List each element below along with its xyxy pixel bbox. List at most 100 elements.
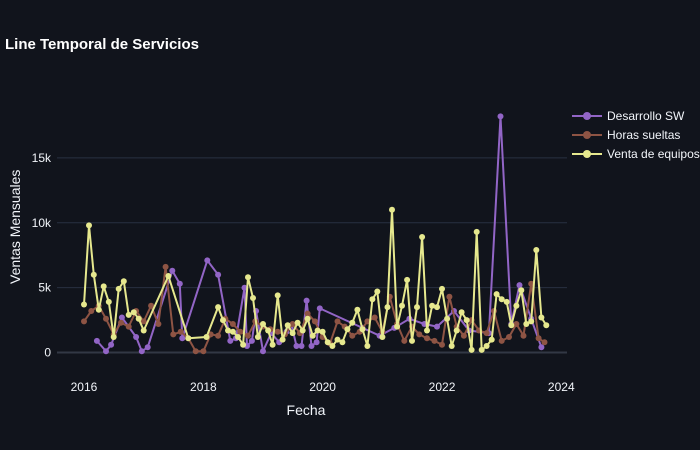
- data-point[interactable]: [294, 319, 301, 326]
- data-point[interactable]: [316, 305, 323, 312]
- data-point[interactable]: [463, 317, 470, 324]
- data-point[interactable]: [229, 321, 236, 327]
- data-point[interactable]: [460, 332, 467, 339]
- legend-item-venta-de-equipos[interactable]: Venta de equipos: [572, 144, 700, 163]
- data-point[interactable]: [118, 319, 124, 326]
- data-point[interactable]: [384, 304, 391, 311]
- data-point[interactable]: [453, 327, 460, 334]
- data-point[interactable]: [506, 334, 512, 340]
- data-point[interactable]: [478, 346, 485, 353]
- data-point[interactable]: [299, 327, 306, 334]
- data-point[interactable]: [220, 317, 226, 324]
- data-point[interactable]: [81, 301, 87, 308]
- data-point[interactable]: [439, 341, 445, 348]
- data-point[interactable]: [313, 339, 320, 346]
- data-point[interactable]: [229, 328, 236, 335]
- data-point[interactable]: [308, 343, 315, 349]
- data-point[interactable]: [245, 274, 251, 281]
- data-point[interactable]: [419, 234, 426, 240]
- data-point[interactable]: [329, 343, 336, 349]
- legend-item-desarrollo-sw[interactable]: Desarrollo SW: [572, 106, 700, 125]
- data-point[interactable]: [162, 263, 169, 270]
- data-point[interactable]: [424, 335, 430, 342]
- data-point[interactable]: [103, 348, 109, 355]
- data-point[interactable]: [155, 321, 162, 327]
- data-point[interactable]: [444, 315, 451, 322]
- data-point[interactable]: [170, 331, 177, 338]
- data-point[interactable]: [227, 337, 234, 344]
- data-point[interactable]: [503, 298, 510, 305]
- data-point[interactable]: [245, 332, 251, 339]
- data-point[interactable]: [203, 334, 210, 340]
- data-point[interactable]: [458, 309, 465, 316]
- data-point[interactable]: [274, 292, 281, 299]
- data-point[interactable]: [110, 334, 117, 340]
- data-point[interactable]: [354, 306, 361, 313]
- data-point[interactable]: [204, 257, 211, 264]
- data-point[interactable]: [130, 309, 137, 316]
- data-point[interactable]: [334, 318, 341, 325]
- data-point[interactable]: [118, 314, 125, 321]
- data-point[interactable]: [424, 327, 430, 334]
- data-point[interactable]: [144, 344, 151, 351]
- data-point[interactable]: [483, 330, 490, 337]
- data-point[interactable]: [284, 322, 291, 329]
- data-point[interactable]: [314, 327, 321, 334]
- data-point[interactable]: [483, 343, 490, 349]
- data-point[interactable]: [533, 247, 540, 253]
- legend[interactable]: Desarrollo SW Horas sueltas Venta de equip…: [572, 106, 700, 163]
- data-point[interactable]: [528, 280, 535, 287]
- data-point[interactable]: [374, 288, 381, 295]
- data-point[interactable]: [401, 337, 408, 344]
- data-point[interactable]: [513, 321, 520, 327]
- data-point[interactable]: [105, 298, 112, 305]
- data-point[interactable]: [538, 314, 545, 321]
- data-point[interactable]: [289, 321, 296, 327]
- data-point[interactable]: [235, 334, 241, 340]
- data-point[interactable]: [518, 287, 525, 294]
- data-point[interactable]: [309, 332, 316, 339]
- data-point[interactable]: [446, 293, 453, 300]
- data-point[interactable]: [473, 228, 480, 235]
- data-point[interactable]: [135, 315, 142, 322]
- data-point[interactable]: [192, 348, 199, 355]
- data-point[interactable]: [516, 282, 523, 289]
- data-point[interactable]: [138, 348, 145, 355]
- data-point[interactable]: [86, 222, 92, 229]
- data-point[interactable]: [240, 341, 247, 348]
- data-point[interactable]: [394, 323, 401, 330]
- data-point[interactable]: [349, 332, 356, 339]
- data-point[interactable]: [304, 310, 311, 317]
- data-point[interactable]: [179, 335, 186, 342]
- legend-item-horas-sueltas[interactable]: Horas sueltas: [572, 125, 700, 144]
- data-point[interactable]: [265, 327, 272, 334]
- data-point[interactable]: [254, 334, 261, 340]
- data-point[interactable]: [298, 343, 305, 349]
- data-point[interactable]: [260, 348, 266, 355]
- data-point[interactable]: [225, 327, 231, 334]
- data-point[interactable]: [311, 318, 318, 325]
- data-point[interactable]: [349, 319, 356, 326]
- data-point[interactable]: [528, 318, 535, 325]
- data-point[interactable]: [177, 328, 184, 335]
- data-point[interactable]: [250, 295, 256, 301]
- data-point[interactable]: [535, 335, 542, 342]
- data-point[interactable]: [448, 343, 455, 349]
- data-point[interactable]: [103, 315, 109, 322]
- data-point[interactable]: [319, 328, 326, 335]
- data-point[interactable]: [359, 326, 366, 333]
- data-point[interactable]: [434, 304, 440, 311]
- data-point[interactable]: [293, 343, 300, 349]
- data-point[interactable]: [508, 322, 515, 329]
- data-point[interactable]: [215, 332, 222, 339]
- data-point[interactable]: [169, 267, 176, 274]
- data-point[interactable]: [493, 291, 500, 298]
- data-point[interactable]: [439, 285, 445, 292]
- data-point[interactable]: [165, 273, 172, 279]
- data-point[interactable]: [371, 314, 378, 321]
- data-point[interactable]: [498, 337, 505, 344]
- data-point[interactable]: [279, 336, 286, 343]
- data-point[interactable]: [416, 331, 423, 338]
- data-point[interactable]: [364, 343, 371, 349]
- data-point[interactable]: [185, 335, 192, 342]
